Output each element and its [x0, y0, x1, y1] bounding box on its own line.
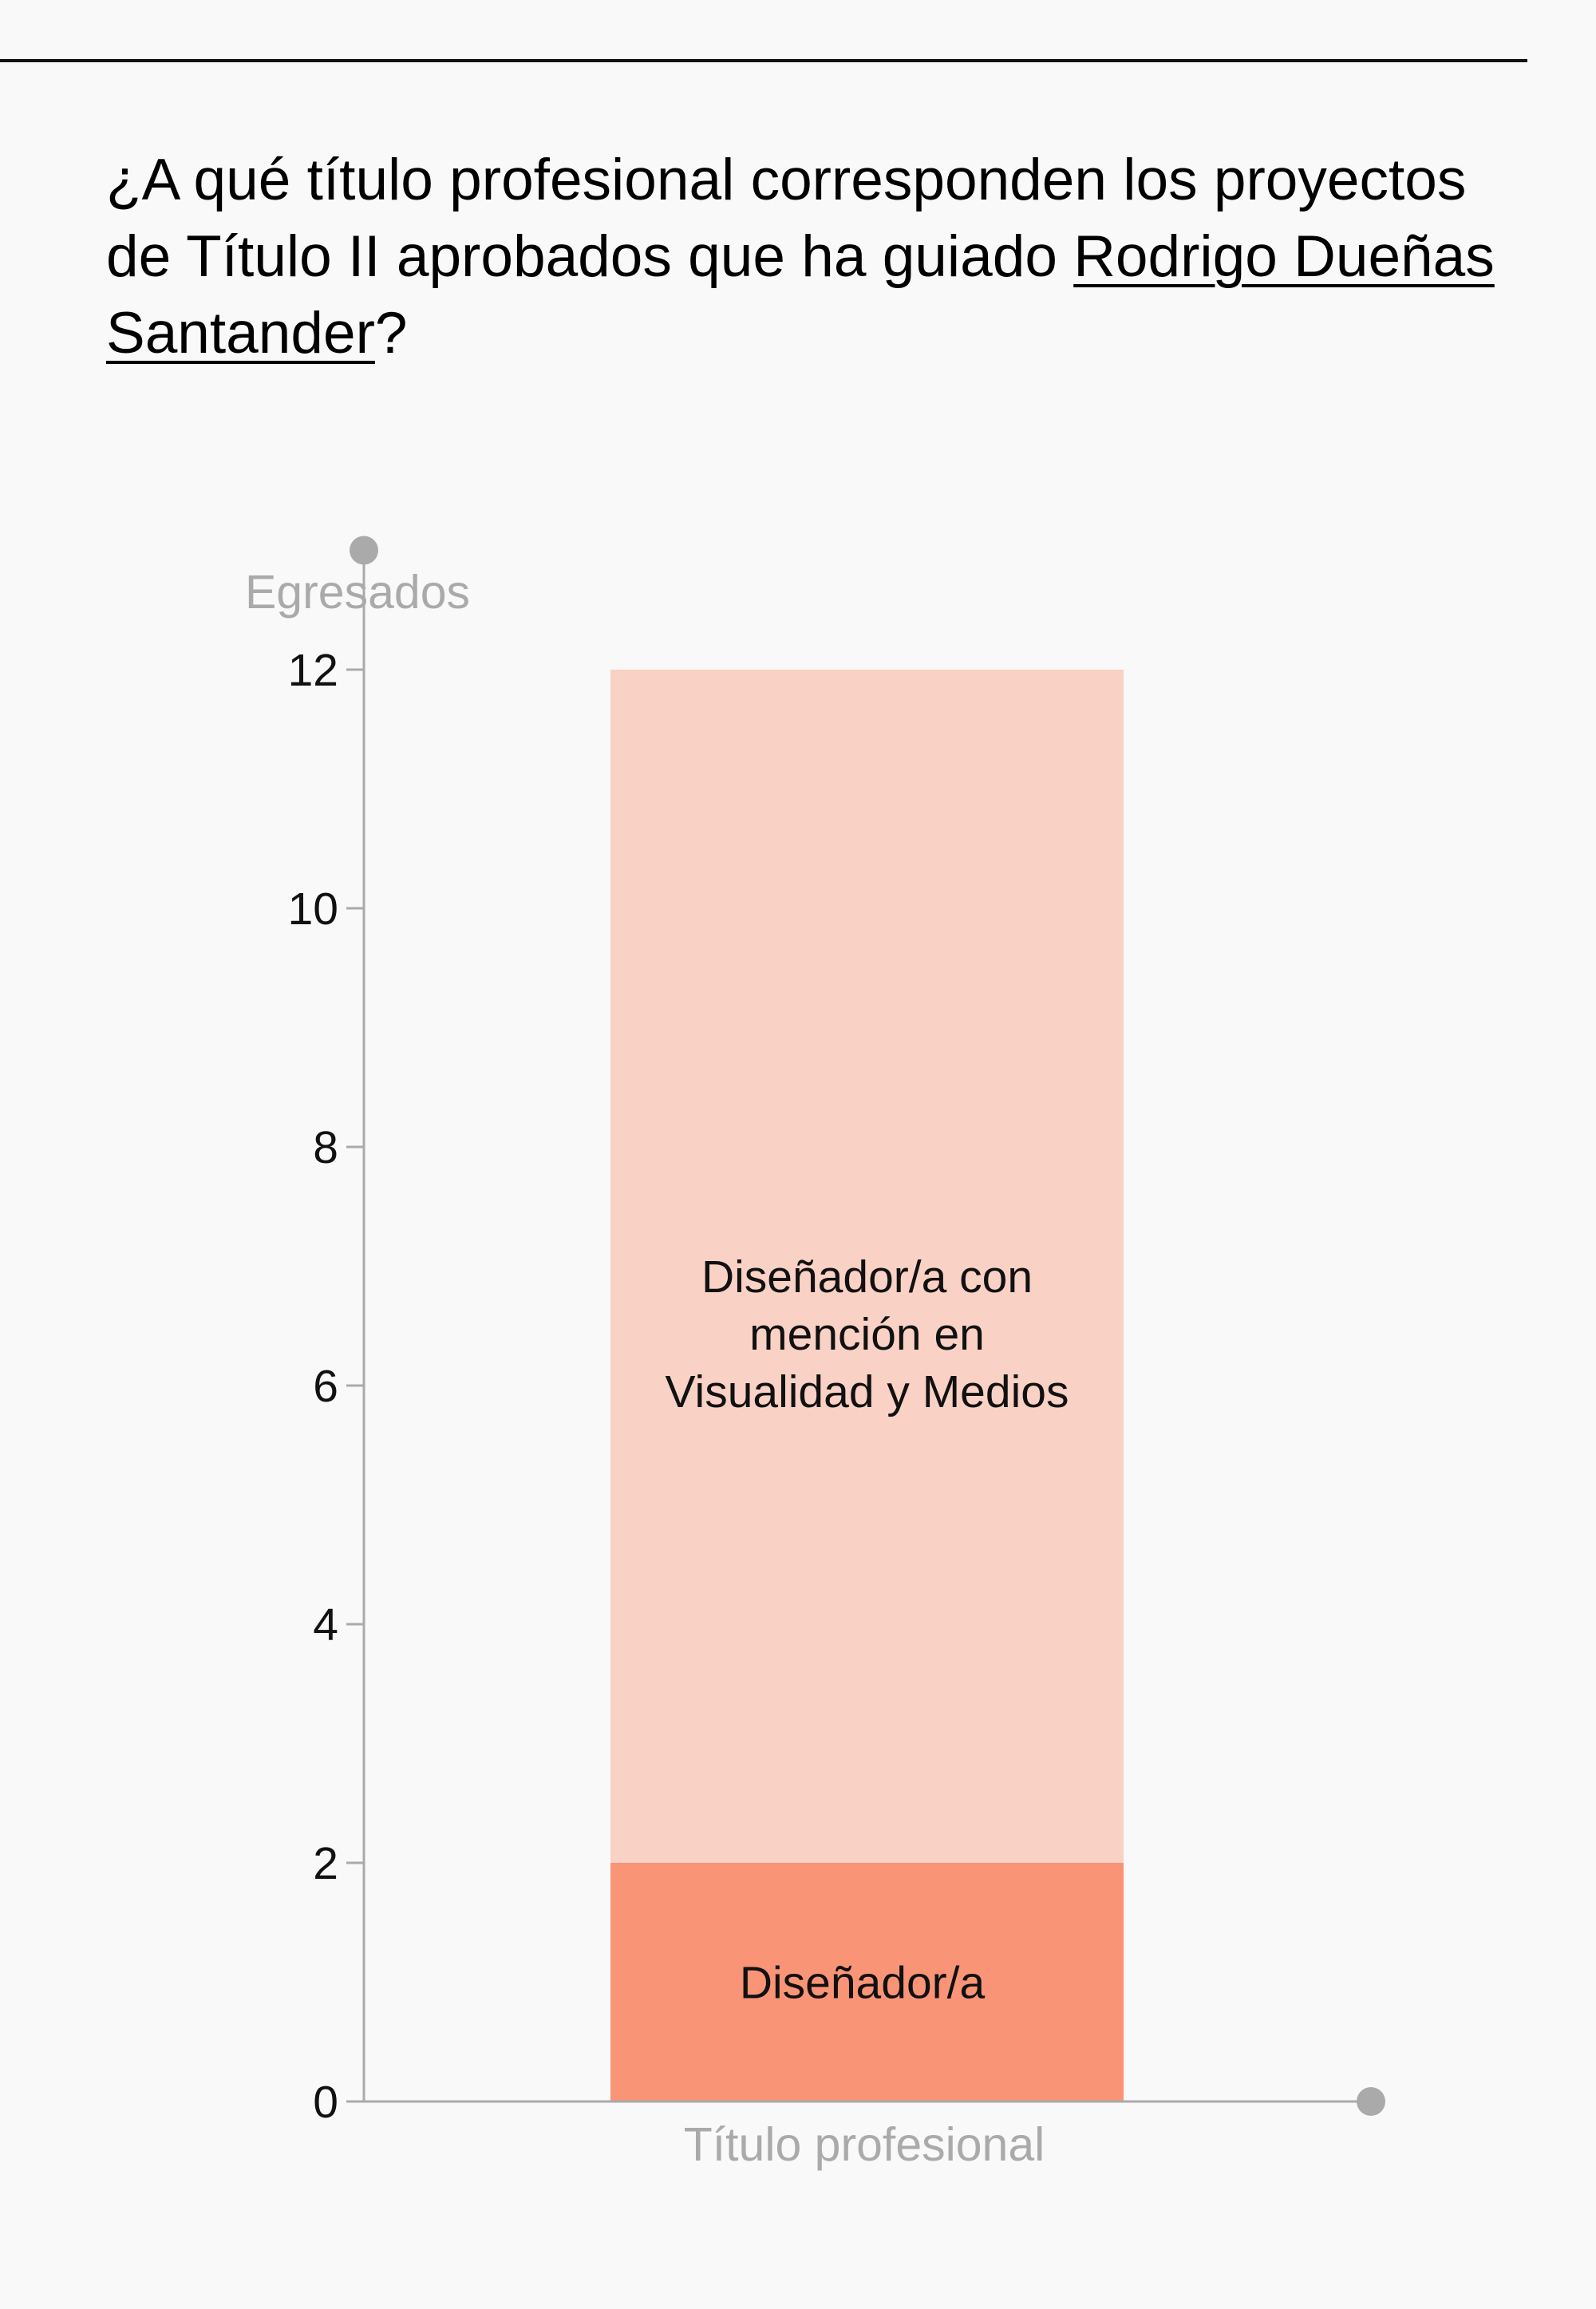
- person-link[interactable]: Rodrigo Dueñas Santander: [106, 224, 1495, 366]
- bar-segment-label-1: Diseñador/a: [740, 1958, 986, 2009]
- bar-segment-label-2: Diseñador/a con mención en Visualidad y Me…: [666, 1251, 1069, 1417]
- y-tick-label-4: 4: [313, 1599, 338, 1651]
- y-tick-label-10: 10: [288, 884, 338, 935]
- y-tick-label-12: 12: [288, 645, 338, 696]
- bar-segment-2: [610, 670, 1124, 1863]
- question-prefix: ¿A qué título profesional corresponden l…: [106, 148, 1467, 289]
- x-axis-title: Título profesional: [684, 2118, 1045, 2171]
- x-axis-end-dot: [1357, 2087, 1385, 2116]
- y-tick-label-0: 0: [313, 2077, 338, 2128]
- y-tick-label-6: 6: [313, 1361, 338, 1412]
- y-axis-end-dot: [350, 536, 378, 565]
- bar-segment-1: [610, 1863, 1124, 2101]
- question-suffix: ?: [374, 301, 408, 366]
- y-tick-label-2: 2: [313, 1838, 338, 1889]
- y-tick-label-8: 8: [313, 1122, 338, 1173]
- y-axis-title: Egresados: [245, 566, 470, 619]
- chart-question: ¿A qué título profesional corresponden l…: [106, 142, 1535, 372]
- top-divider: [0, 59, 1527, 62]
